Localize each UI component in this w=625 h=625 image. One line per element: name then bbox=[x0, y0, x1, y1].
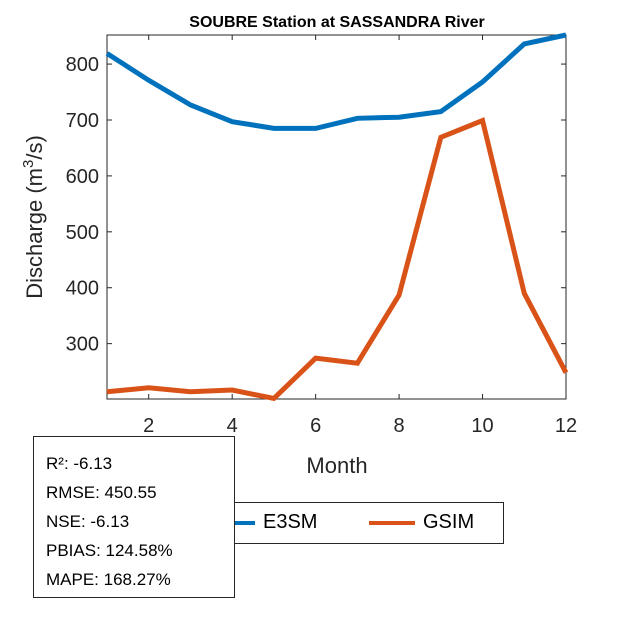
legend-item-gsim: GSIM bbox=[369, 511, 474, 534]
legend-label: GSIM bbox=[423, 511, 475, 533]
y-tick-label: 600 bbox=[66, 166, 99, 188]
y-tick-label: 400 bbox=[66, 278, 99, 300]
stat-r2: R²: -6.13 bbox=[46, 454, 113, 473]
x-tick-label: 12 bbox=[555, 415, 577, 437]
legend-swatch-gsim bbox=[369, 520, 415, 525]
x-axis-label: Month bbox=[306, 453, 367, 478]
x-tick-label: 6 bbox=[310, 415, 321, 437]
stat-mape: MAPE: 168.27% bbox=[46, 570, 171, 589]
x-tick-label: 4 bbox=[227, 415, 238, 437]
stat-nse: NSE: -6.13 bbox=[46, 512, 130, 531]
y-axis-label: Discharge (m3/s) bbox=[20, 135, 47, 299]
y-tick-label: 500 bbox=[66, 222, 99, 244]
plot-area bbox=[106, 34, 567, 400]
legend: E3SM GSIM bbox=[200, 502, 504, 544]
series-line-e3sm bbox=[105, 32, 567, 131]
y-tick-label: 700 bbox=[66, 110, 99, 132]
stat-rmse: RMSE: 450.55 bbox=[46, 483, 157, 502]
stat-pbias: PBIAS: 124.58% bbox=[46, 541, 173, 560]
y-tick-label: 300 bbox=[66, 334, 99, 356]
y-tick-label: 800 bbox=[66, 54, 99, 76]
x-tick-label: 8 bbox=[394, 415, 405, 437]
stats-box: R²: -6.13 RMSE: 450.55 NSE: -6.13 PBIAS:… bbox=[33, 436, 235, 598]
series-line-gsim bbox=[106, 117, 569, 402]
x-tick-label: 10 bbox=[471, 415, 493, 437]
x-tick-label: 2 bbox=[143, 415, 154, 437]
chart-title: SOUBRE Station at SASSANDRA River bbox=[189, 14, 484, 31]
legend-label: E3SM bbox=[263, 511, 318, 533]
